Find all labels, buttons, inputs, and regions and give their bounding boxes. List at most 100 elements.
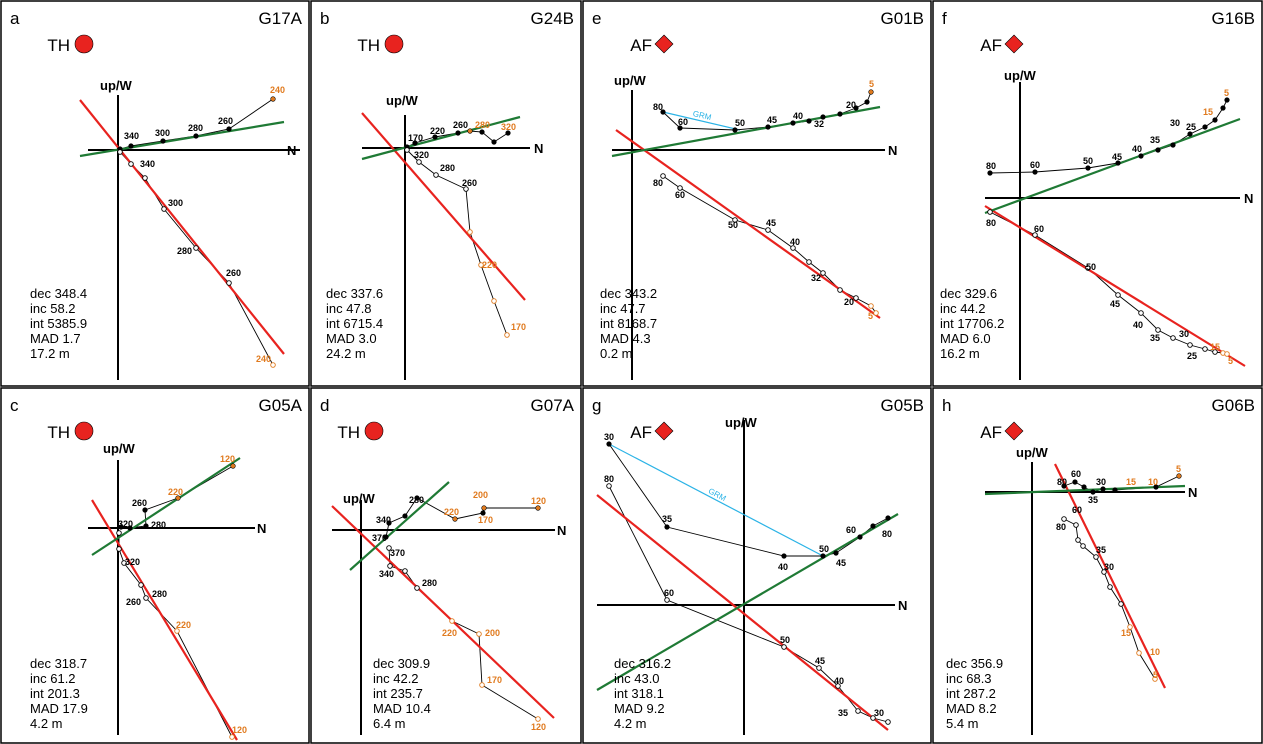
horizontal-point [833,550,839,556]
vertical-point [870,715,876,721]
step-label: 80 [653,102,663,112]
horizontal-point [1224,97,1230,103]
step-label: 50 [819,544,829,554]
demag-method: AF [630,36,652,55]
step-label: 15 [1121,628,1131,638]
step-label: 10 [1150,647,1160,657]
vertical-fit-line [331,505,555,719]
grm-line [608,443,824,557]
vertical-point [1093,554,1099,560]
horizontal-point [1032,169,1038,175]
step-label: 15 [1203,107,1213,117]
thermal-circle-icon [384,34,404,54]
vertical-point [402,568,408,574]
stat-line: inc 47.7 [600,301,646,316]
horizontal-point [864,99,870,105]
stat-line: 16.2 m [940,346,980,361]
sample-id: G05B [881,396,924,415]
vertical-projection-path [119,151,274,366]
horizontal-point [987,170,993,176]
vertical-point [535,716,541,722]
stat-line: MAD 9.2 [614,701,665,716]
horizontal-point [1081,484,1087,490]
horizontal-fit-line [91,457,241,556]
vertical-point [1224,351,1230,357]
stat-line: MAD 3.0 [326,331,377,346]
stat-line: dec 329.6 [940,286,997,301]
horizontal-point [402,513,408,519]
horizontal-point [1061,483,1067,489]
vertical-point [433,172,439,178]
demag-method: AF [980,36,1002,55]
stat-line: int 235.7 [373,686,423,701]
panel-letter: f [942,9,947,28]
vertical-point [229,734,235,740]
step-label: 80 [986,161,996,171]
horizontal-point [386,520,392,526]
step-label: 45 [1112,152,1122,162]
horizontal-point [853,105,859,111]
horizontal-point [732,127,738,133]
horizontal-point [414,495,420,501]
step-label: 220 [442,628,457,638]
vertical-point [116,546,122,552]
stat-line: 17.2 m [30,346,70,361]
vertical-point [677,185,683,191]
vertical-point [837,287,843,293]
axis-label-up-w: up/W [343,491,375,506]
step-label: 30 [604,432,614,442]
sample-id: G07A [531,396,575,415]
horizontal-point [1153,484,1159,490]
stat-line: MAD 17.9 [30,701,88,716]
horizontal-point [143,523,149,529]
vertical-projection-path [406,149,508,336]
horizontal-point [1100,486,1106,492]
step-label: 15 [1210,342,1220,352]
vertical-point [174,628,180,634]
panel-letter: c [10,396,19,415]
step-label: 80 [653,178,663,188]
vertical-point [226,280,232,286]
horizontal-point [118,524,124,530]
vertical-point [885,719,891,725]
stat-line: inc 43.0 [614,671,660,686]
vertical-point [765,227,771,233]
step-label: 120 [232,725,247,735]
vertical-fit-line [91,499,238,741]
horizontal-point [1220,105,1226,111]
panel-border [0,0,310,387]
horizontal-point [1072,479,1078,485]
stat-line: dec 316.2 [614,656,671,671]
stat-line: dec 343.2 [600,286,657,301]
horizontal-point [857,534,863,540]
step-label: 60 [1030,160,1040,170]
vertical-point [142,175,148,181]
axis-label-n: N [888,143,897,158]
step-label: 320 [414,150,429,160]
panel-border [310,0,582,387]
step-label: 60 [846,525,856,535]
stat-line: inc 68.3 [946,671,992,686]
step-label: 5 [1224,88,1229,98]
step-label: 300 [168,198,183,208]
vertical-point [270,362,276,368]
horizontal-point [175,495,181,501]
step-label: 120 [220,454,235,464]
vertical-point [128,161,134,167]
step-label: 30 [1096,477,1106,487]
axis-label-n: N [557,523,566,538]
step-label: 170 [478,515,493,525]
panel-letter: b [320,9,329,28]
horizontal-point [1176,473,1182,479]
step-label: 280 [440,163,455,173]
step-label: 40 [793,111,803,121]
horizontal-point [1090,489,1096,495]
step-label: 20 [844,297,854,307]
vertical-point [476,631,482,637]
step-label: 240 [256,354,271,364]
step-label: 220 [444,507,459,517]
axis-label-n: N [898,598,907,613]
horizontal-point [127,525,133,531]
horizontal-point [677,125,683,131]
